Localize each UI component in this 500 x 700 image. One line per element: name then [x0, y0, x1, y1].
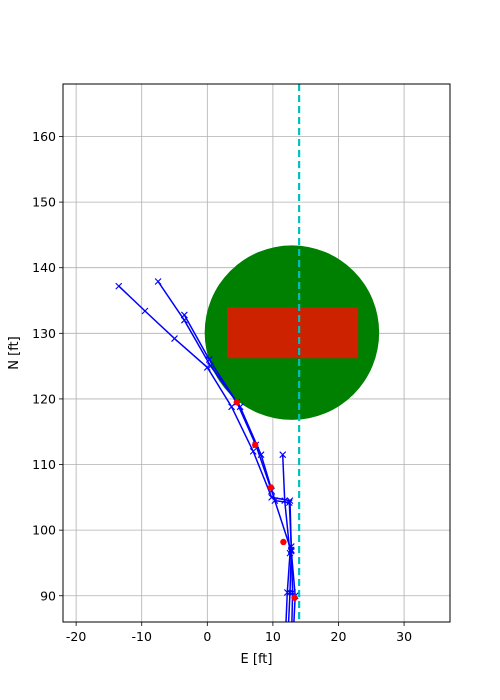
x-tick-label: 20 [331, 629, 347, 644]
plot-area [115, 84, 380, 622]
y-tick-label: 120 [32, 391, 56, 406]
y-tick-label: 140 [32, 260, 56, 275]
trajectory-line [183, 314, 296, 622]
point-cross-stroke [171, 335, 178, 342]
point-cross-stroke [279, 451, 287, 459]
point-cross-stroke [115, 282, 123, 290]
point-cross-stroke [236, 403, 244, 411]
trajectory-point [154, 278, 162, 285]
trajectory-point [285, 499, 293, 506]
trajectory-point [180, 311, 188, 319]
estimate-marker [233, 399, 241, 406]
trajectory-point [171, 335, 178, 342]
point-cross-stroke [154, 278, 162, 285]
trajectory-line [157, 281, 294, 622]
y-axis-label: N [ft] [7, 336, 22, 369]
x-tick-label: 0 [203, 629, 211, 644]
y-tick-label: 150 [32, 195, 56, 210]
point-cross-stroke [285, 499, 293, 506]
estimate-marker [251, 441, 259, 449]
y-tick-label: 160 [32, 129, 56, 144]
estimate-marker [280, 538, 287, 546]
point-cross-stroke [249, 448, 257, 455]
point-cross-stroke [287, 547, 295, 555]
point-cross-stroke [141, 307, 149, 315]
estimate-marker [291, 594, 298, 601]
trajectory-point [287, 547, 295, 555]
trajectory-point [279, 451, 287, 459]
x-axis-label: E [ft] [241, 652, 273, 667]
axis-ticks: -20 -10 0 10 20 30 90 100 110 120 130 140 150 160 [32, 129, 412, 644]
x-tick-label: 30 [396, 629, 412, 644]
y-tick-label: 90 [40, 588, 56, 603]
estimate-marker [267, 484, 275, 491]
y-tick-label: 130 [32, 326, 56, 341]
x-tick-label: -10 [132, 629, 152, 644]
trajectory-point [249, 448, 257, 455]
trajectory-point [141, 307, 149, 315]
x-tick-label: -20 [66, 629, 86, 644]
target-rectangle [226, 307, 359, 359]
plot-frame [62, 83, 451, 623]
point-cross-stroke [281, 497, 289, 505]
point-cross-stroke [180, 311, 188, 319]
y-tick-label: 100 [32, 523, 56, 538]
point-cross-stroke [205, 356, 213, 363]
trajectory-point [205, 356, 213, 363]
trajectory-point [115, 282, 123, 290]
x-tick-label: 10 [265, 629, 281, 644]
y-tick-label: 110 [32, 457, 56, 472]
